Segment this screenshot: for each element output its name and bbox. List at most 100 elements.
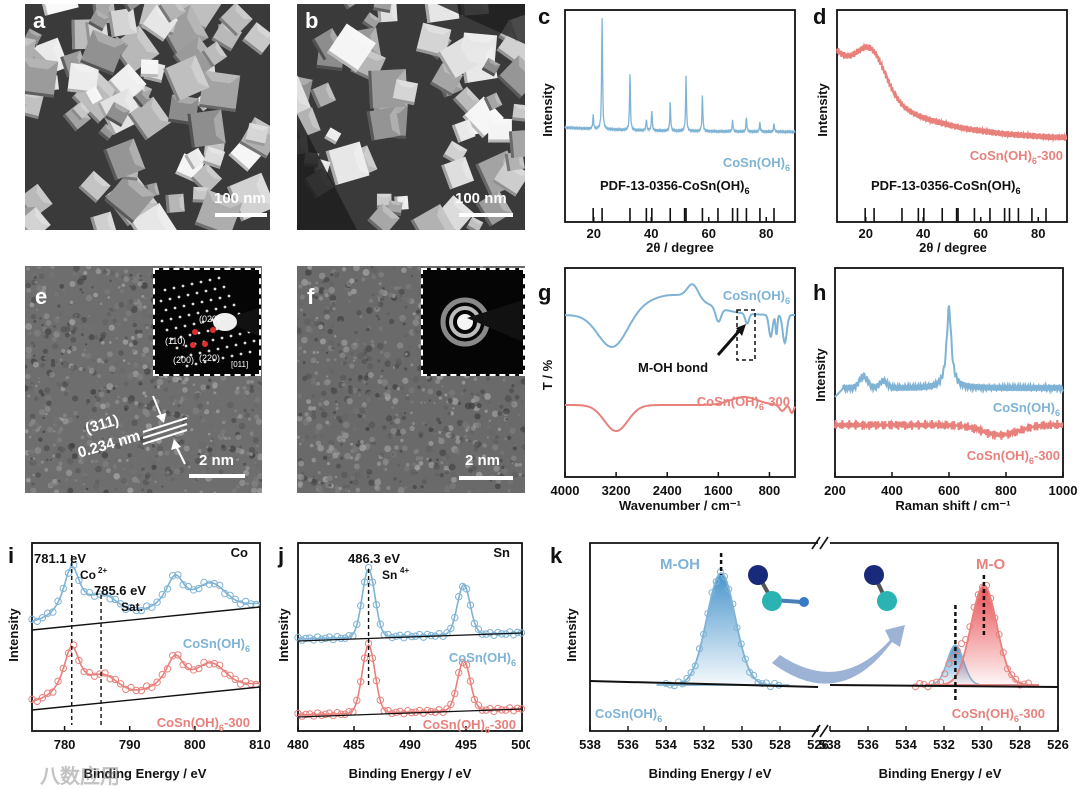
lattice-grain [128,284,132,288]
lattice-grain [384,360,392,368]
lattice-grain [92,266,97,271]
lattice-grain [164,480,168,483]
lattice-grain [87,325,95,332]
lattice-grain [133,362,139,368]
lattice-grain [314,296,318,300]
lattice-grain [309,315,316,322]
lattice-grain [433,463,440,471]
lattice-fringe [142,423,188,439]
nanocube-edge [297,75,311,108]
element-label: Sn [493,545,510,560]
fringe-arrow [152,395,163,419]
lattice-grain [331,325,334,328]
lattice-grain [42,335,46,339]
diffraction-spot [225,345,229,349]
lattice-grain [134,401,139,406]
lattice-grain [117,458,122,463]
lattice-grain [138,381,143,386]
lattice-grain [207,477,212,482]
lattice-grain [50,358,55,364]
xps-data-point [666,681,674,689]
saed-pattern-f [440,297,523,347]
lattice-grain [224,436,228,441]
xps-data-point [75,656,83,665]
nanocube [376,193,392,209]
lattice-grain [297,345,303,351]
lattice-grain [32,361,39,368]
lattice-grain [410,469,417,476]
xps-data-point [737,640,745,648]
plot-frame [564,9,796,223]
lattice-grain [92,483,100,491]
lattice-grain [142,364,148,370]
lattice-grain [354,278,359,283]
lattice-grain [484,409,488,413]
lattice-grain [336,299,343,306]
lattice-grain [64,478,68,482]
lattice-grain [301,336,308,344]
lattice-grain [369,298,374,303]
lattice-grain [122,359,126,362]
xps-data-point [153,678,161,686]
lattice-grain [304,318,311,325]
lattice-grain [97,450,101,454]
lattice-grain [479,266,484,269]
lattice-grain [496,491,500,493]
lattice-grain [386,312,391,316]
nanocube-shadow [336,4,350,10]
x-tick-label: 200 [824,483,846,498]
beam-stop [221,308,259,336]
nanocube-face [25,56,59,98]
lattice-grain [85,294,93,302]
xps-data-point [494,628,502,637]
lattice-grain [221,444,226,449]
lattice-grain [86,439,94,447]
nanocube [481,57,501,77]
lattice-grain [415,456,421,461]
lattice-grain [330,370,335,375]
xps-data-point [111,675,120,684]
saed-inset-f [421,268,525,376]
lattice-grain [97,374,102,379]
plot-frame [31,542,261,732]
xps-data-point [376,696,385,704]
xps-data-point [741,655,749,663]
lattice-grain [518,473,522,477]
lattice-grain [157,450,164,456]
lattice-grain [203,409,210,415]
lattice-grain [453,448,461,455]
lattice-grain [356,472,363,480]
lattice-grain [220,415,228,423]
lattice-grain [36,308,39,311]
nanocube-shadow [36,4,48,16]
lattice-grain [352,444,356,448]
lattice-grain [513,444,517,447]
nanocube-face [297,75,311,121]
lattice-grain [344,357,348,360]
nanocube-edge [249,122,269,131]
xps-background [589,680,819,688]
nanocube-shadow [80,59,114,76]
lattice-grain [183,445,190,452]
lattice-grain [107,296,111,299]
x-tick-label: 530 [971,737,993,752]
lattice-grain [394,445,399,450]
reference-label: PDF-13-0356-CoSn(OH)6 [600,178,750,196]
lattice-grain [62,418,69,425]
lattice-grain [436,390,442,397]
lattice-grain [354,330,359,335]
xps-data-point [957,640,965,648]
lattice-grain [86,398,91,403]
lattice-grain [33,424,39,430]
lattice-grain [34,280,38,284]
lattice-grain [310,357,317,364]
lattice-grain [256,461,262,468]
xps-data-point [486,705,494,713]
lattice-grain [27,386,34,394]
nanocube-edge [25,87,28,106]
lattice-grain [249,384,254,389]
saed-label-200: (200) [173,355,195,365]
lattice-grain [439,473,445,478]
nanocube-edge [129,138,146,169]
